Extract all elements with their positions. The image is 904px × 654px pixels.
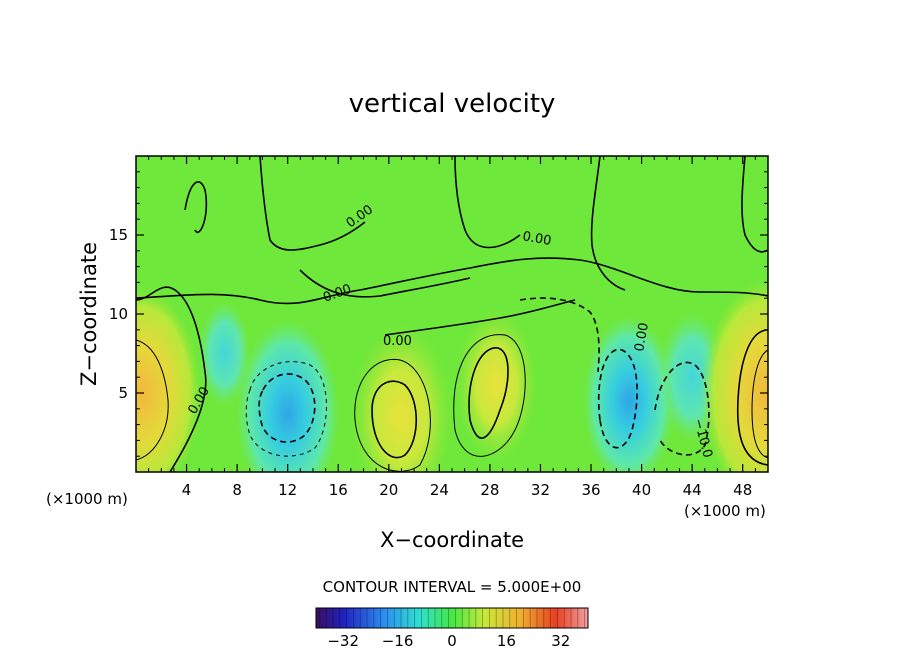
contour-label: 0.00 (521, 229, 552, 249)
colorbar-tick-label: −32 (327, 632, 359, 650)
field-features (136, 277, 768, 472)
velocity-extremum-1 (235, 318, 340, 472)
colorbar-tick-label: 32 (551, 632, 570, 650)
y-tick-label: 10 (109, 305, 128, 323)
velocity-extremum-4 (582, 314, 676, 472)
colorbar-bands (318, 608, 585, 628)
y-tick-label: 5 (118, 384, 128, 402)
x-axis-unit: (×1000 m) (684, 502, 766, 520)
colorbar-tick-label: −16 (382, 632, 414, 650)
x-tick-label: 16 (329, 481, 348, 499)
contour-label: 0.00 (632, 322, 652, 353)
colorbar-tick-label: 0 (447, 632, 457, 650)
x-tick-label: 28 (480, 481, 499, 499)
contour-label: 0.00 (383, 334, 412, 349)
velocity-extremum-6 (700, 277, 768, 472)
y-axis-title: Z−coordinate (77, 242, 101, 386)
colorbar: −32 −16 0 16 32 (315, 607, 589, 650)
chart-title: vertical velocity (349, 89, 556, 119)
x-tick-label: 8 (232, 481, 242, 499)
x-tick-label: 4 (182, 481, 192, 499)
contour-interval-text: CONTOUR INTERVAL = 5.000E+00 (323, 578, 582, 596)
y-tick-label: 15 (109, 226, 128, 244)
plot-area: 0.00 0.00 0.00 0.00 0.00 0.00 −10.0 (136, 156, 768, 472)
x-tick-label: 12 (278, 481, 297, 499)
velocity-extremum-7 (198, 300, 251, 407)
x-axis-ticks: 4 8 12 16 20 24 28 32 36 40 44 48 (148, 156, 756, 499)
x-tick-label: 24 (430, 481, 449, 499)
colorbar-tick-label: 16 (497, 632, 516, 650)
velocity-extremum-0 (136, 285, 202, 472)
x-tick-label: 36 (581, 481, 600, 499)
colorbar-frame (315, 607, 589, 629)
colorbar-gradient (316, 608, 588, 628)
y-axis-unit: (×1000 m) (46, 490, 128, 508)
y-axis-ticks: 5 10 15 (109, 171, 768, 457)
x-tick-label: 32 (531, 481, 550, 499)
colorbar-ticks: −32 −16 0 16 32 (327, 632, 570, 650)
x-tick-label: 48 (733, 481, 752, 499)
x-tick-label: 44 (683, 481, 702, 499)
x-axis-title: X−coordinate (380, 528, 524, 552)
velocity-extremum-3 (454, 307, 538, 463)
x-tick-label: 20 (379, 481, 398, 499)
contour-lines (136, 156, 768, 472)
x-tick-label: 40 (632, 481, 651, 499)
